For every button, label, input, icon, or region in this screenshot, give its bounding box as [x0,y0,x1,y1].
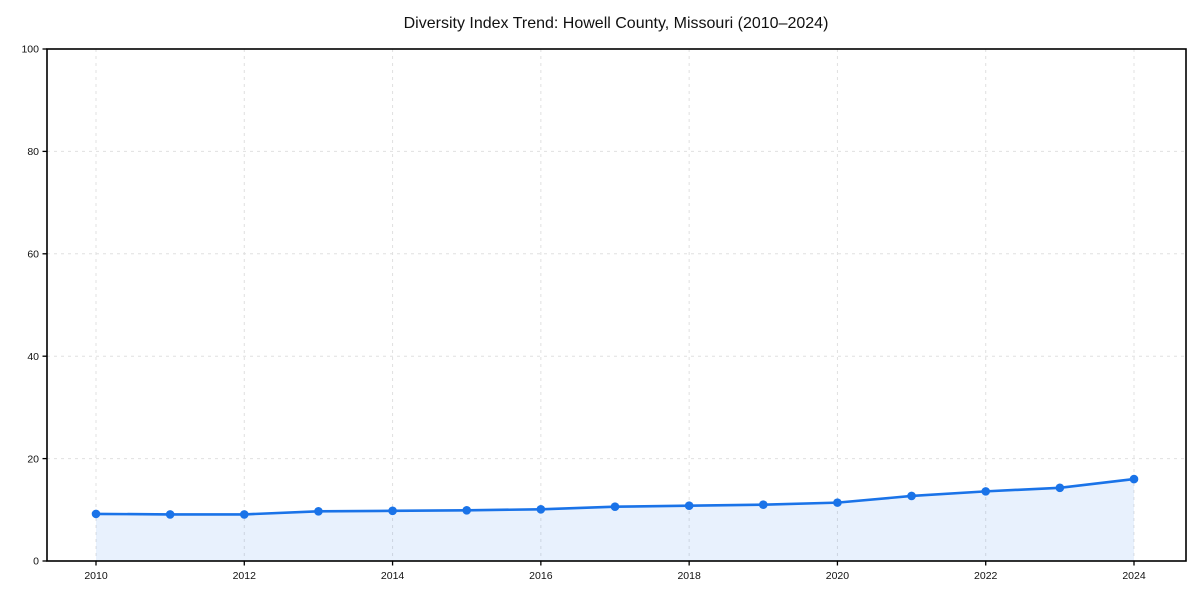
y-tick-label: 80 [27,146,39,158]
y-tick-label: 20 [27,453,39,465]
y-tick-label: 0 [33,556,39,568]
x-tick-label: 2022 [974,570,998,582]
data-point [758,500,768,509]
data-point [1055,483,1065,493]
x-tick-label: 2020 [826,570,850,582]
data-point [907,491,916,501]
data-point [684,501,694,511]
plot-border [46,48,1187,562]
data-point [314,507,323,516]
x-tick-label: 2014 [381,570,405,582]
y-tick-label: 60 [27,249,39,261]
data-points [91,474,1139,519]
data-point [833,498,842,507]
x-tick-label: 2010 [84,570,108,582]
data-point [1129,474,1139,484]
y-tick-label: 40 [27,351,39,363]
y-tick-label: 100 [21,44,39,56]
data-point [610,502,620,512]
x-tick-label: 2018 [677,570,701,582]
x-axis: 2010 2012 2014 2016 2018 2020 2022 2024 [84,561,1146,582]
y-axis: 0 20 40 60 80 100 [21,44,47,568]
data-point [239,510,249,519]
x-tick-label: 2016 [529,570,553,582]
data-point [165,510,175,519]
data-point [536,504,546,514]
data-point [91,509,101,519]
gridlines [47,48,1186,561]
data-point [981,487,991,496]
data-point [388,506,397,516]
data-point [462,506,472,515]
x-tick-label: 2012 [233,570,257,582]
chart-title: Diversity Index Trend: Howell County, Mi… [404,15,829,32]
x-tick-label: 2024 [1122,570,1146,582]
